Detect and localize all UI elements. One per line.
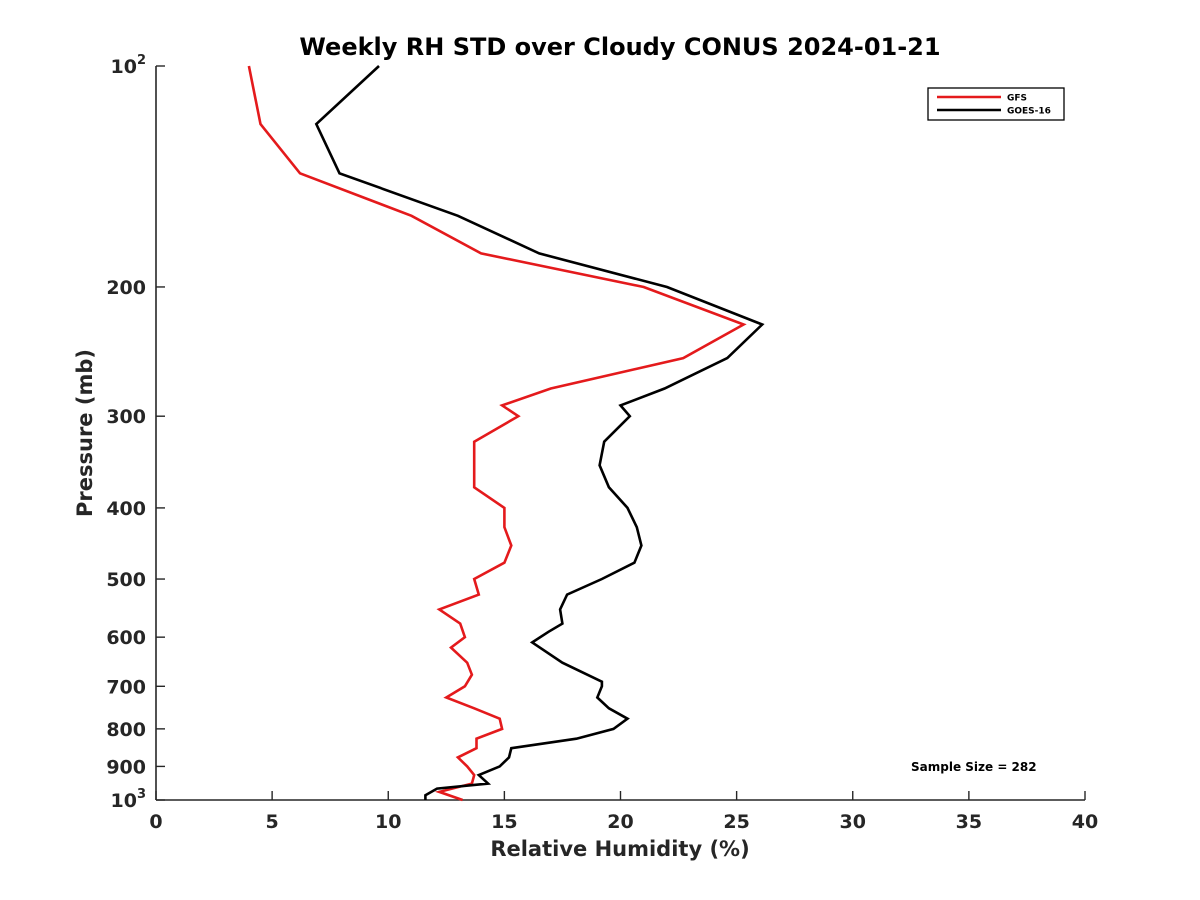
x-axis-label: Relative Humidity (%) [490, 837, 749, 861]
x-tick-label: 0 [149, 811, 162, 833]
series-layer [247, 65, 765, 802]
legend-label: GOES-16 [1007, 107, 1051, 117]
x-tick-label: 35 [956, 811, 982, 833]
series-line-gfs [247, 65, 747, 802]
x-tick-label: 25 [723, 811, 749, 833]
x-tick-label: 30 [840, 811, 866, 833]
sample-size-note: Sample Size = 282 [911, 760, 1037, 774]
legend-box [927, 87, 1065, 121]
y-tick-label: 600 [106, 627, 146, 649]
x-tick-label: 15 [491, 811, 517, 833]
y-tick-label: 700 [106, 676, 146, 698]
y-tick-label: 500 [106, 569, 146, 591]
x-tick-label: 5 [266, 811, 279, 833]
x-tick-label: 40 [1072, 811, 1098, 833]
y-tick-label: 400 [106, 498, 146, 520]
axes: 0 5 10 15 20 25 30 35 40102200300400500600700800… [106, 53, 1098, 833]
legend-label: GFS [1007, 94, 1027, 104]
y-axis-label: Pressure (mb) [73, 349, 97, 517]
y-tick-label: 800 [106, 719, 146, 741]
y-tick-label: 300 [106, 406, 146, 428]
x-tick-label: 10 [375, 811, 401, 833]
legend: GFS GOES-16 [927, 87, 1065, 121]
y-tick-label: 200 [106, 277, 146, 299]
chart-title: Weekly RH STD over Cloudy CONUS 2024-01-… [299, 33, 940, 61]
y-tick-label: 900 [106, 756, 146, 778]
x-tick-label: 20 [607, 811, 633, 833]
series-line-goes-16 [314, 65, 765, 800]
